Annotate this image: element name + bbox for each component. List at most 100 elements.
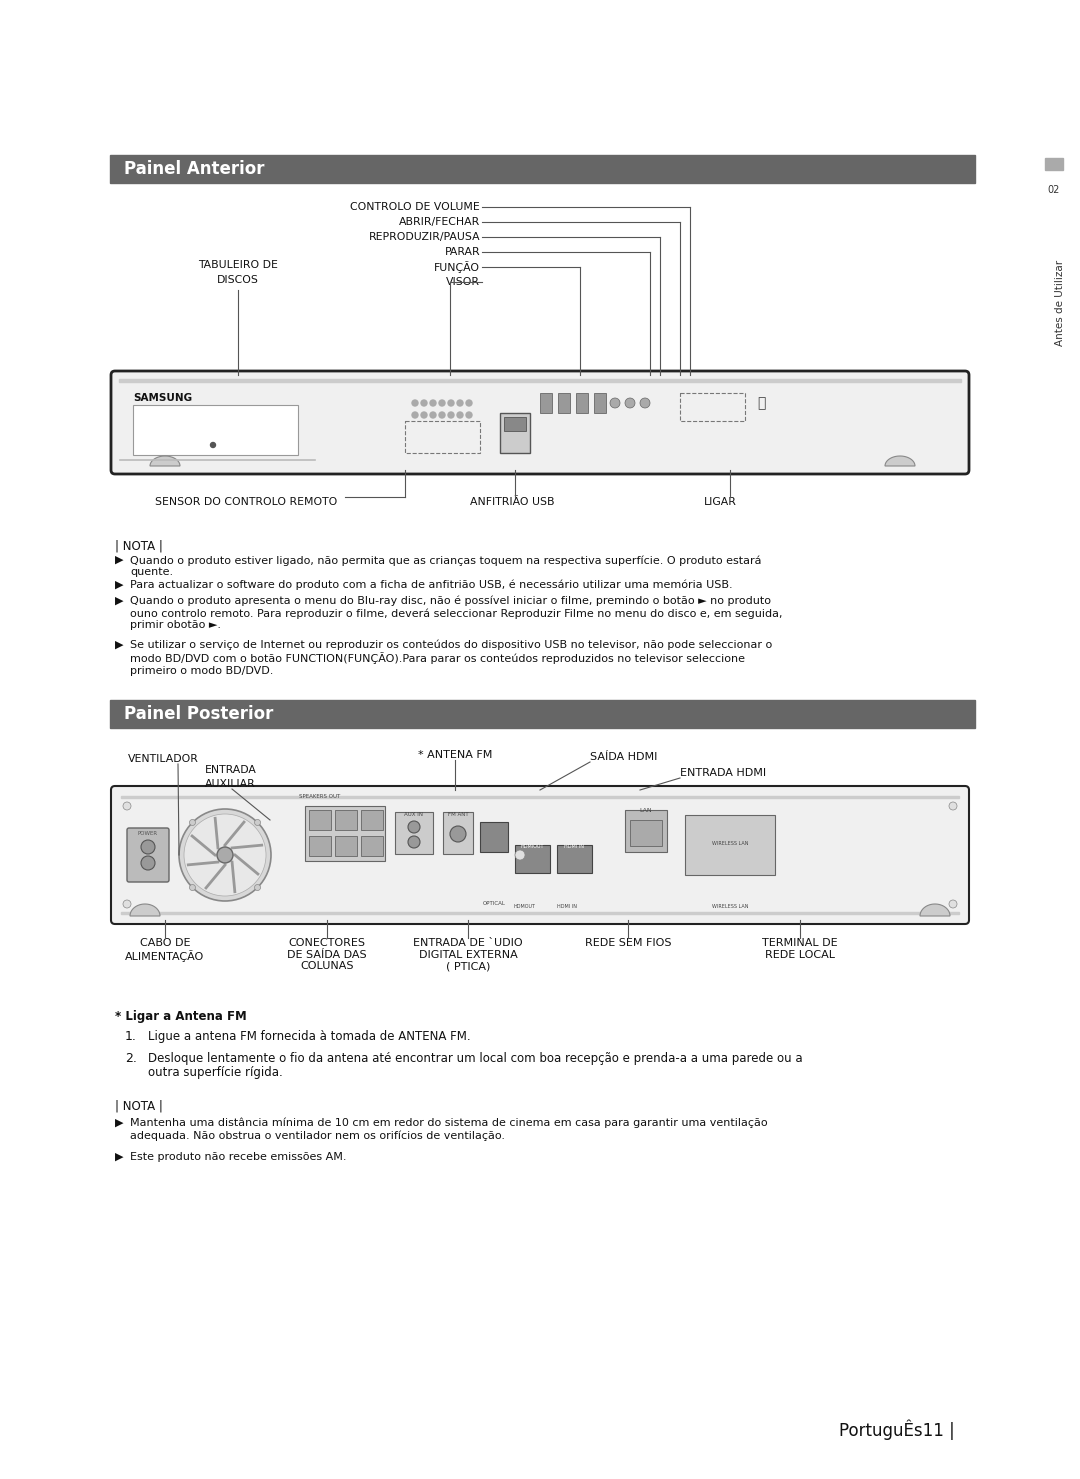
- Bar: [540, 393, 552, 413]
- Text: ▶: ▶: [114, 580, 123, 590]
- Circle shape: [430, 413, 436, 419]
- Bar: [576, 393, 588, 413]
- Text: * ANTENA FM: * ANTENA FM: [418, 750, 492, 760]
- Bar: [309, 810, 330, 830]
- Text: HDMIOUT: HDMIOUT: [521, 845, 543, 849]
- Circle shape: [515, 850, 525, 859]
- Circle shape: [949, 901, 957, 908]
- Circle shape: [255, 884, 260, 890]
- Text: ⏻: ⏻: [757, 396, 766, 410]
- Text: | NOTA |: | NOTA |: [114, 540, 163, 553]
- Bar: [504, 417, 526, 430]
- FancyBboxPatch shape: [111, 371, 969, 473]
- Bar: [133, 405, 298, 456]
- Circle shape: [255, 819, 260, 825]
- Text: Painel Posterior: Painel Posterior: [124, 705, 273, 723]
- Circle shape: [421, 399, 427, 407]
- Text: PARAR: PARAR: [444, 247, 480, 257]
- Text: REDE SEM FIOS: REDE SEM FIOS: [584, 938, 672, 948]
- Circle shape: [184, 813, 266, 896]
- Bar: [335, 836, 357, 856]
- Text: Painel Anterior: Painel Anterior: [124, 160, 265, 177]
- Text: VISOR: VISOR: [446, 277, 480, 287]
- Text: FM ANT: FM ANT: [448, 812, 469, 816]
- Text: Este produto não recebe emissões AM.: Este produto não recebe emissões AM.: [130, 1152, 347, 1162]
- Text: Quando o produto apresenta o menu do Blu-ray disc, não é possível iniciar o film: Quando o produto apresenta o menu do Blu…: [130, 596, 783, 630]
- Text: 1.: 1.: [125, 1029, 137, 1043]
- Circle shape: [448, 413, 454, 419]
- Circle shape: [610, 398, 620, 408]
- Text: CONTROLO DE VOLUME: CONTROLO DE VOLUME: [350, 203, 480, 211]
- Text: SAÍDA HDMI: SAÍDA HDMI: [590, 751, 658, 762]
- Text: ▶: ▶: [114, 1118, 123, 1128]
- Text: Antes de Utilizar: Antes de Utilizar: [1055, 260, 1065, 346]
- Circle shape: [141, 840, 156, 853]
- Bar: [305, 806, 384, 861]
- Circle shape: [408, 836, 420, 847]
- Bar: [335, 810, 357, 830]
- Circle shape: [949, 802, 957, 810]
- Text: | NOTA |: | NOTA |: [114, 1100, 163, 1114]
- Text: Quando o produto estiver ligado, não permita que as crianças toquem na respectiv: Quando o produto estiver ligado, não per…: [130, 555, 761, 577]
- Circle shape: [408, 821, 420, 833]
- Text: TABULEIRO DE: TABULEIRO DE: [198, 260, 278, 271]
- Polygon shape: [150, 456, 180, 466]
- Text: WIRELESS LAN: WIRELESS LAN: [712, 904, 748, 910]
- Text: Mantenha uma distância mínima de 10 cm em redor do sistema de cinema em casa par: Mantenha uma distância mínima de 10 cm e…: [130, 1118, 768, 1140]
- Text: LIGAR: LIGAR: [703, 497, 737, 507]
- Bar: [110, 700, 975, 728]
- Text: AUX IN: AUX IN: [405, 812, 423, 816]
- Circle shape: [465, 399, 472, 407]
- Circle shape: [141, 856, 156, 870]
- Circle shape: [411, 413, 418, 419]
- Bar: [625, 810, 667, 852]
- Text: Desloque lentamente o fio da antena até encontrar um local com boa recepção e pr: Desloque lentamente o fio da antena até …: [148, 1052, 802, 1065]
- Bar: [500, 413, 530, 453]
- Bar: [405, 422, 480, 453]
- Text: ENTRADA: ENTRADA: [205, 765, 257, 775]
- Circle shape: [189, 884, 195, 890]
- Text: DISCOS: DISCOS: [217, 275, 259, 285]
- Text: CABO DE
ALIMENTAÇÃO: CABO DE ALIMENTAÇÃO: [125, 938, 204, 961]
- Text: VENTILADOR: VENTILADOR: [129, 754, 199, 765]
- Text: AUXILIAR: AUXILIAR: [205, 779, 256, 788]
- Text: TERMINAL DE
REDE LOCAL: TERMINAL DE REDE LOCAL: [762, 938, 838, 960]
- Circle shape: [625, 398, 635, 408]
- Text: POWER: POWER: [138, 831, 158, 836]
- Text: WIRELESS LAN: WIRELESS LAN: [712, 842, 748, 846]
- Bar: [685, 815, 775, 876]
- Circle shape: [438, 399, 445, 407]
- Text: ▶: ▶: [114, 1152, 123, 1162]
- Circle shape: [211, 442, 216, 448]
- Circle shape: [411, 399, 418, 407]
- Text: CONECTORES
DE SAÍDA DAS
COLUNAS: CONECTORES DE SAÍDA DAS COLUNAS: [287, 938, 367, 972]
- Text: HDMOUT: HDMOUT: [514, 904, 536, 910]
- Bar: [121, 796, 959, 799]
- Text: outra superfície rígida.: outra superfície rígida.: [148, 1066, 283, 1080]
- Text: HDMI IN: HDMI IN: [564, 845, 584, 849]
- Text: ▶: ▶: [114, 640, 123, 649]
- Bar: [594, 393, 606, 413]
- Bar: [680, 393, 745, 422]
- Circle shape: [421, 413, 427, 419]
- Bar: [395, 812, 433, 853]
- Text: REPRODUZIR/PAUSA: REPRODUZIR/PAUSA: [368, 232, 480, 243]
- Text: HDMI IN: HDMI IN: [557, 904, 577, 910]
- Circle shape: [450, 825, 465, 842]
- Text: 02: 02: [1048, 185, 1061, 195]
- Circle shape: [217, 847, 233, 864]
- Bar: [557, 845, 592, 873]
- Circle shape: [438, 413, 445, 419]
- FancyBboxPatch shape: [127, 828, 168, 881]
- Text: ANFITRIÃO USB: ANFITRIÃO USB: [470, 497, 554, 507]
- Text: ABRIR/FECHAR: ABRIR/FECHAR: [399, 217, 480, 226]
- Circle shape: [179, 809, 271, 901]
- Bar: [309, 836, 330, 856]
- Circle shape: [457, 413, 463, 419]
- Bar: [121, 913, 959, 914]
- Bar: [361, 836, 383, 856]
- Text: ENTRADA DE `UDIO
DIGITAL EXTERNA
( PTICA): ENTRADA DE `UDIO DIGITAL EXTERNA ( PTICA…: [414, 938, 523, 972]
- Polygon shape: [885, 456, 915, 466]
- Circle shape: [457, 399, 463, 407]
- Text: Para actualizar o software do produto com a ficha de anfitrião USB, é necessário: Para actualizar o software do produto co…: [130, 580, 732, 590]
